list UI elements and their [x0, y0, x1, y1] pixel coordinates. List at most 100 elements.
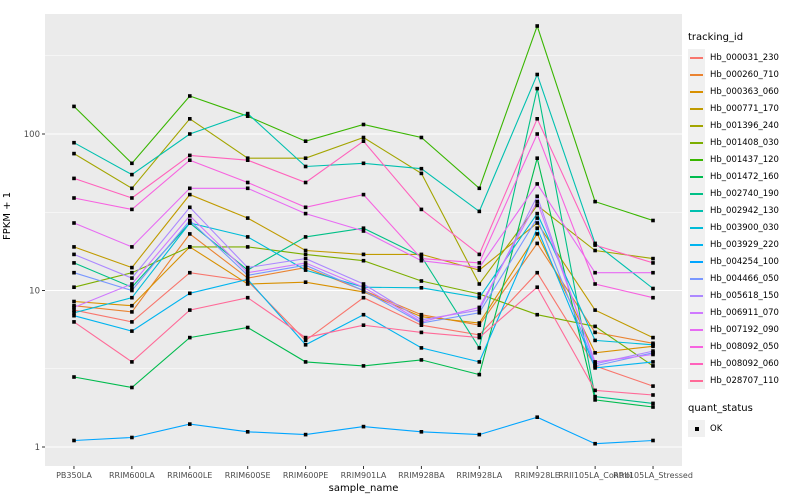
data-point	[535, 156, 539, 160]
legend-item-Hb_001396_240: Hb_001396_240	[688, 117, 800, 134]
legend-item-label: Hb_000771_170	[710, 103, 779, 114]
legend-item-label: Hb_006911_070	[710, 307, 779, 318]
x-tick-label: RRIM600LE	[167, 471, 212, 480]
legend-key-swatch	[688, 185, 705, 202]
data-point	[593, 199, 597, 204]
legend-item-label: Hb_028707_110	[710, 375, 779, 386]
data-point	[72, 104, 76, 109]
data-point	[651, 438, 655, 443]
legend-item-label: Hb_002740_190	[710, 188, 779, 199]
data-point	[535, 415, 539, 419]
legend-item-Hb_000771_170: Hb_000771_170	[688, 100, 800, 117]
data-point	[130, 172, 134, 177]
data-point	[303, 164, 308, 169]
legend-key-swatch	[688, 372, 705, 389]
legend-item-Hb_005618_150: Hb_005618_150	[688, 287, 800, 304]
data-point	[477, 209, 482, 214]
data-point	[419, 346, 424, 350]
data-point	[361, 295, 366, 300]
data-point	[535, 203, 539, 208]
data-point	[535, 270, 539, 275]
data-point	[130, 303, 134, 308]
legend-item-Hb_003929_220: Hb_003929_220	[688, 236, 800, 253]
data-point	[245, 265, 250, 270]
data-point	[303, 156, 308, 160]
legend-item-Hb_004466_050: Hb_004466_050	[688, 270, 800, 287]
data-point	[535, 226, 539, 230]
data-point	[535, 117, 539, 121]
data-point	[361, 288, 366, 293]
x-tick-label: RRII105LA_Control	[558, 471, 632, 480]
legend-key-swatch	[688, 321, 705, 338]
data-point	[245, 158, 250, 162]
data-point	[361, 424, 366, 429]
data-point	[477, 335, 482, 340]
data-point	[477, 268, 482, 272]
data-point	[303, 268, 308, 272]
data-point	[361, 258, 366, 263]
data-point	[72, 261, 76, 265]
data-point	[361, 229, 366, 233]
line-swatch-icon	[690, 56, 703, 59]
data-point	[130, 161, 134, 166]
x-tick-label: RRIM600LA	[109, 471, 155, 480]
data-point	[477, 323, 482, 327]
data-point	[535, 211, 539, 216]
legend-item-label: Hb_008092_050	[710, 341, 779, 352]
data-point	[477, 360, 482, 364]
data-point	[245, 114, 250, 118]
data-point	[245, 325, 250, 330]
data-point	[361, 139, 366, 143]
data-point	[535, 86, 539, 91]
x-axis-title: sample_name	[328, 483, 399, 494]
data-point	[419, 430, 424, 434]
data-point	[651, 256, 655, 261]
data-point	[651, 401, 655, 406]
data-point	[477, 321, 482, 325]
data-point	[188, 158, 192, 162]
line-swatch-icon	[690, 107, 703, 110]
legend-key-swatch	[688, 49, 705, 66]
data-point	[419, 207, 424, 212]
legend-item-Hb_008092_050: Hb_008092_050	[688, 338, 800, 355]
legend-item-label: Hb_003929_220	[710, 239, 779, 250]
legend-item-label: Hb_000260_710	[710, 69, 779, 80]
data-point	[188, 117, 192, 121]
data-point	[651, 364, 655, 368]
data-point	[72, 245, 76, 249]
legend-item-label: Hb_001472_160	[710, 171, 779, 182]
x-tick-label: RRIM901LA	[341, 471, 387, 480]
data-point	[419, 318, 424, 322]
data-point	[303, 280, 308, 284]
data-point	[72, 305, 76, 310]
data-point	[651, 286, 655, 291]
data-point	[477, 265, 482, 270]
data-point	[361, 252, 366, 257]
x-tick-label: RRIM600SE	[225, 471, 271, 480]
data-point	[245, 430, 250, 434]
data-point	[477, 311, 482, 315]
legend-title-tracking-id: tracking_id	[688, 32, 744, 43]
data-point	[651, 343, 655, 347]
data-point	[188, 218, 192, 223]
legend-key-swatch	[688, 117, 705, 134]
data-point	[188, 192, 192, 197]
data-point	[419, 171, 424, 176]
line-swatch-icon	[690, 192, 703, 195]
x-tick-label: RRII105LA_Stressed	[613, 471, 693, 480]
data-point	[361, 282, 366, 286]
line-swatch-icon	[690, 328, 703, 331]
data-point	[303, 205, 308, 210]
data-point	[245, 273, 250, 278]
line-swatch-icon	[690, 362, 703, 365]
data-point	[593, 398, 597, 402]
data-point	[245, 270, 250, 275]
data-point	[130, 276, 134, 280]
panel-background	[45, 14, 682, 466]
data-point	[419, 256, 424, 261]
data-point	[651, 352, 655, 357]
data-point	[593, 243, 597, 247]
data-point	[651, 295, 655, 300]
data-point	[72, 176, 76, 181]
data-point	[188, 270, 192, 275]
